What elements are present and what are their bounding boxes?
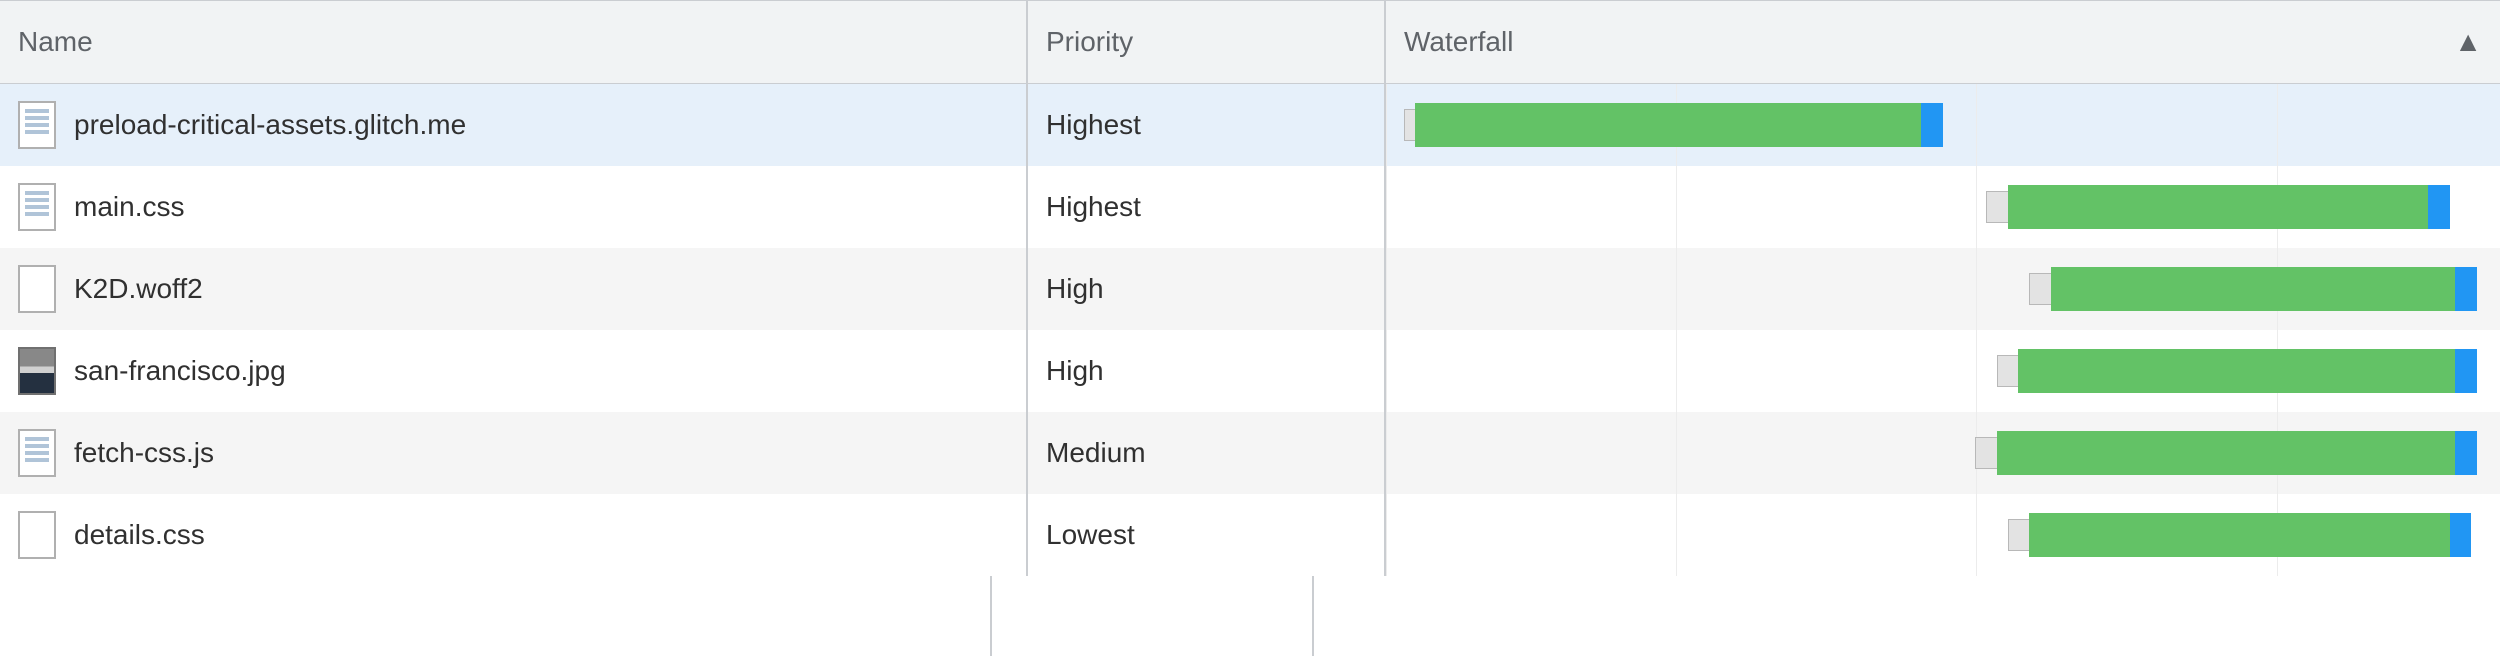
table-tail — [0, 576, 2500, 656]
waterfall-download-segment — [1997, 431, 2455, 475]
request-row[interactable]: preload-critical-assets.glitch.me Highest — [0, 84, 2500, 166]
waterfall-bar[interactable] — [1404, 166, 2482, 248]
name-cell[interactable]: main.css — [0, 166, 1028, 248]
waterfall-content-download-tail — [2455, 267, 2477, 311]
name-cell[interactable]: details.css — [0, 494, 1028, 576]
waterfall-gridline — [1386, 166, 1387, 248]
file-type-icon — [18, 511, 56, 559]
request-row[interactable]: K2D.woff2 High — [0, 248, 2500, 330]
request-row[interactable]: san-francisco.jpg High — [0, 330, 2500, 412]
priority-value: High — [1046, 273, 1104, 305]
waterfall-download-segment — [2029, 513, 2449, 557]
priority-cell: High — [1028, 330, 1386, 412]
column-header-priority[interactable]: Priority — [1028, 1, 1386, 83]
waterfall-content-download-tail — [1921, 103, 1943, 147]
request-name: san-francisco.jpg — [74, 355, 286, 387]
priority-cell: Medium — [1028, 412, 1386, 494]
file-type-icon — [18, 101, 56, 149]
priority-value: Lowest — [1046, 519, 1135, 551]
priority-cell: High — [1028, 248, 1386, 330]
file-type-icon — [18, 265, 56, 313]
table-header: Name Priority Waterfall ▲ — [0, 0, 2500, 84]
priority-cell: Highest — [1028, 84, 1386, 166]
waterfall-download-segment — [1415, 103, 1922, 147]
sort-ascending-icon: ▲ — [2454, 26, 2482, 58]
waterfall-bar[interactable] — [1404, 412, 2482, 494]
name-cell[interactable]: fetch-css.js — [0, 412, 1028, 494]
waterfall-bar[interactable] — [1404, 330, 2482, 412]
waterfall-content-download-tail — [2428, 185, 2450, 229]
priority-value: Highest — [1046, 109, 1141, 141]
request-row[interactable]: fetch-css.js Medium — [0, 412, 2500, 494]
column-header-name-label: Name — [18, 26, 93, 58]
request-name: details.css — [74, 519, 205, 551]
column-header-waterfall[interactable]: Waterfall ▲ — [1386, 1, 2500, 83]
waterfall-bar[interactable] — [1404, 494, 2482, 576]
waterfall-gridline — [1386, 248, 1387, 330]
file-type-icon — [18, 183, 56, 231]
file-type-icon — [18, 429, 56, 477]
waterfall-waiting-segment — [2008, 519, 2032, 551]
waterfall-gridline — [1386, 330, 1387, 412]
waterfall-content-download-tail — [2455, 431, 2477, 475]
waterfall-download-segment — [2051, 267, 2455, 311]
waterfall-cell[interactable] — [1386, 166, 2500, 248]
priority-value: Medium — [1046, 437, 1146, 469]
column-header-waterfall-label: Waterfall — [1404, 26, 1513, 58]
waterfall-cell[interactable] — [1386, 248, 2500, 330]
column-header-priority-label: Priority — [1046, 26, 1133, 58]
request-name: main.css — [74, 191, 184, 223]
waterfall-cell[interactable] — [1386, 412, 2500, 494]
waterfall-download-segment — [2018, 349, 2455, 393]
name-cell[interactable]: preload-critical-assets.glitch.me — [0, 84, 1028, 166]
waterfall-waiting-segment — [1997, 355, 2021, 387]
waterfall-download-segment — [2008, 185, 2428, 229]
request-row[interactable]: details.css Lowest — [0, 494, 2500, 576]
waterfall-bar[interactable] — [1404, 84, 2482, 166]
waterfall-waiting-segment — [2029, 273, 2053, 305]
waterfall-gridline — [1386, 84, 1387, 166]
waterfall-cell[interactable] — [1386, 330, 2500, 412]
column-header-name[interactable]: Name — [0, 1, 1028, 83]
request-name: preload-critical-assets.glitch.me — [74, 109, 466, 141]
name-cell[interactable]: K2D.woff2 — [0, 248, 1028, 330]
waterfall-content-download-tail — [2450, 513, 2472, 557]
request-name: fetch-css.js — [74, 437, 214, 469]
priority-value: Highest — [1046, 191, 1141, 223]
waterfall-cell[interactable] — [1386, 494, 2500, 576]
waterfall-gridline — [1386, 494, 1387, 576]
waterfall-content-download-tail — [2455, 349, 2477, 393]
network-panel: Name Priority Waterfall ▲ preload-critic… — [0, 0, 2500, 656]
request-row[interactable]: main.css Highest — [0, 166, 2500, 248]
request-name: K2D.woff2 — [74, 273, 203, 305]
name-cell[interactable]: san-francisco.jpg — [0, 330, 1028, 412]
priority-cell: Highest — [1028, 166, 1386, 248]
waterfall-cell[interactable] — [1386, 84, 2500, 166]
waterfall-waiting-segment — [1975, 437, 1999, 469]
waterfall-bar[interactable] — [1404, 248, 2482, 330]
table-body: preload-critical-assets.glitch.me Highest… — [0, 84, 2500, 576]
priority-cell: Lowest — [1028, 494, 1386, 576]
priority-value: High — [1046, 355, 1104, 387]
file-type-icon — [18, 347, 56, 395]
waterfall-gridline — [1386, 412, 1387, 494]
waterfall-waiting-segment — [1986, 191, 2010, 223]
